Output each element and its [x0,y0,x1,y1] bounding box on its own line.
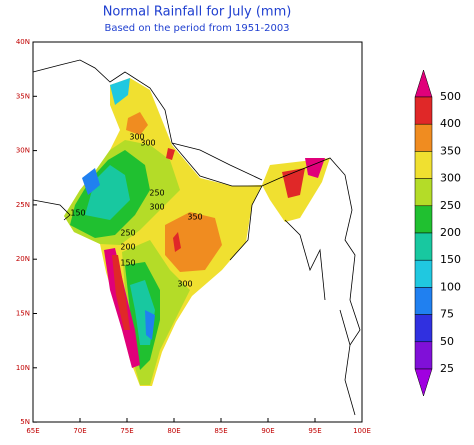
contour-label: 250 [120,229,135,238]
country-border [32,59,361,416]
colorbar: 500 400 350 300 250 200 150 100 75 50 25 [414,69,461,397]
colorbar-label: 150 [440,253,461,266]
rain-field [145,310,155,340]
lon-label: 80E [167,427,180,435]
contour-label: 300 [177,280,192,289]
colorbar-label: 500 [440,90,461,103]
subtitle: Based on the period from 1951-2003 [104,23,289,34]
colorbar-segment [414,341,433,370]
contour-label: 150 [70,209,85,218]
lat-label: 10N [16,364,30,372]
lat-label: 25N [16,201,30,209]
colorbar-label: 100 [440,280,461,293]
lon-label: 65E [26,427,39,435]
colorbar-segment [414,123,433,152]
colorbar-segment [414,232,433,261]
colorbar-label: 200 [440,226,461,239]
title: Normal Rainfall for July (mm) [103,5,292,20]
colorbar-segment [414,259,433,288]
colorbar-label: 25 [440,362,454,375]
rain-field [82,168,100,195]
colorbar-label: 350 [440,144,461,157]
colorbar-segment [414,368,433,397]
colorbar-segment [414,314,433,343]
colorbar-segment [414,96,433,125]
rain-field [305,158,325,178]
rain-field [282,168,305,198]
colorbar-label: 50 [440,335,454,348]
colorbar-segment [414,287,433,315]
lat-label: 15N [16,310,30,318]
lon-label: 70E [73,427,86,435]
contour-label: 300 [129,133,144,142]
colorbar-segment [414,205,433,234]
lon-label: 90E [261,427,274,435]
lat-label: 5N [20,418,30,426]
lat-label: 20N [16,255,30,263]
colorbar-label: 400 [440,117,461,130]
lon-label: 95E [308,427,321,435]
contour-label: 150 [120,259,135,268]
colorbar-label: 300 [440,172,461,185]
colorbar-label: 75 [440,308,454,321]
colorbar-segment [414,178,433,207]
rain-field [165,212,222,272]
contour-label: 350 [187,213,202,222]
rain-field [110,78,130,105]
contour-label: 200 [120,243,135,252]
colorbar-label: 250 [440,199,461,212]
contour-label: 300 [140,139,155,148]
rain-field [112,255,130,330]
contour-label: 250 [149,189,164,198]
lat-label: 35N [16,92,30,100]
lat-label: 40N [16,38,30,46]
rain-field [173,232,181,252]
rain-field [126,112,148,135]
map [32,41,363,423]
rain-field [166,148,175,160]
lat-label: 30N [16,147,30,155]
lon-label: 85E [214,427,227,435]
lon-label: 75E [120,427,133,435]
lon-label: 100E [353,427,371,435]
colorbar-segment [414,69,433,98]
colorbar-segment [414,151,433,179]
contour-label: 300 [149,203,164,212]
